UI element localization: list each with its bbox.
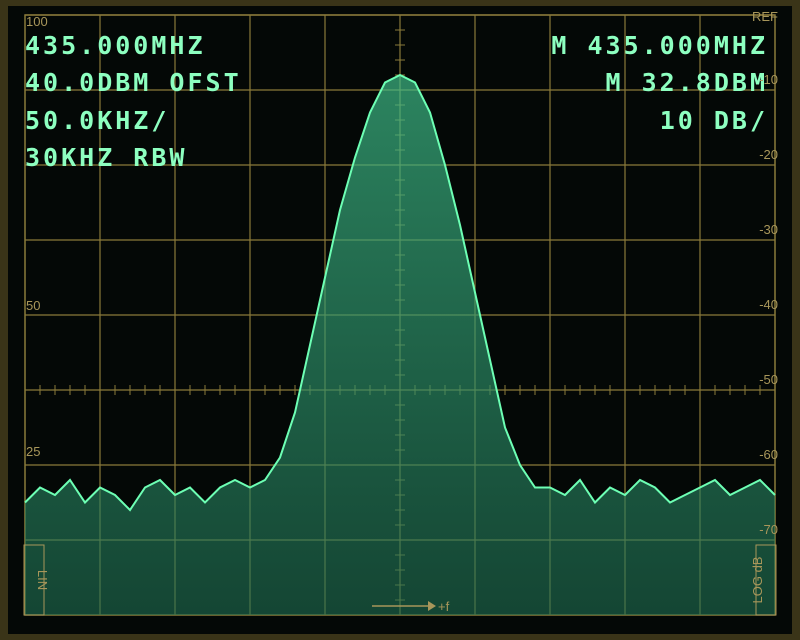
log-label: LOG dB [750,557,765,604]
trace-layer [24,73,776,615]
y-tick-label: -20 [759,147,778,162]
y-tick-label: -40 [759,297,778,312]
trace-line [24,73,776,512]
lin-label: LIN [35,570,50,590]
y-tick-label: -60 [759,447,778,462]
y-tick-label: -30 [759,222,778,237]
readout: 40.0DBM OFST [25,68,242,97]
readout: 30KHZ RBW [25,143,187,172]
freq-arrow-head [428,601,436,611]
freq-label: +f [438,599,450,614]
left-scale-label: 100 [26,14,48,29]
y-tick-label: REF [752,9,778,24]
left-scale-label: 25 [26,444,40,459]
y-tick-label: -50 [759,372,778,387]
trace-fill [25,75,775,615]
readout: 435.000MHZ [25,31,206,60]
labels: 435.000MHZ 40.0DBM OFST 50.0KHZ/ 30KHZ R… [23,9,778,616]
y-tick-label: -70 [759,522,778,537]
left-scale-label: 50 [26,298,40,313]
log-box [755,544,777,616]
readout: M 435.000MHZ [551,31,768,60]
readout: 50.0KHZ/ [25,106,169,135]
lin-box [23,544,45,616]
readout: M 32.8DBM [606,68,768,97]
readout: 10 DB/ [660,106,768,135]
y-tick-label: -10 [759,72,778,87]
